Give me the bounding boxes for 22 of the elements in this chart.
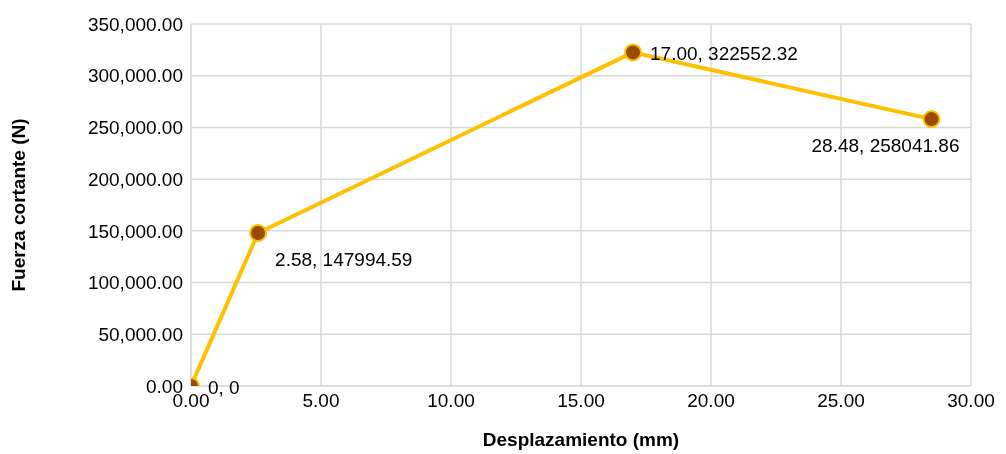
point <box>922 110 941 129</box>
data-label: 17.00, 322552.32 <box>650 43 798 65</box>
y-tick-label: 100,000.00 <box>87 272 183 294</box>
y-tick-label: 300,000.00 <box>87 65 183 87</box>
data-label: 0, 0 <box>208 377 240 398</box>
x-tick-label: 30.00 <box>947 390 995 412</box>
point <box>624 43 642 62</box>
y-tick-label: 150,000.00 <box>87 220 183 242</box>
data-label: 2.58, 147994.59 <box>275 248 413 270</box>
y-tick-label: 250,000.00 <box>87 117 183 139</box>
x-tick-label: 5.00 <box>302 390 340 412</box>
point <box>249 223 268 242</box>
y-axis-title: Fuerza cortante (N) <box>7 118 29 292</box>
data-label: 28.48, 258041.86 <box>811 135 960 157</box>
x-tick-label: 20.00 <box>687 390 735 412</box>
x-tick-label: 25.00 <box>817 390 865 412</box>
x-tick-label: 15.00 <box>557 390 605 412</box>
x-axis-title: Desplazamiento (mm) <box>482 429 680 450</box>
x-tick-label: 10.00 <box>427 390 475 412</box>
y-tick-label: 200,000.00 <box>87 168 183 190</box>
y-tick-label: 50,000.00 <box>98 324 183 346</box>
y-tick-label: 350,000.00 <box>87 13 183 35</box>
